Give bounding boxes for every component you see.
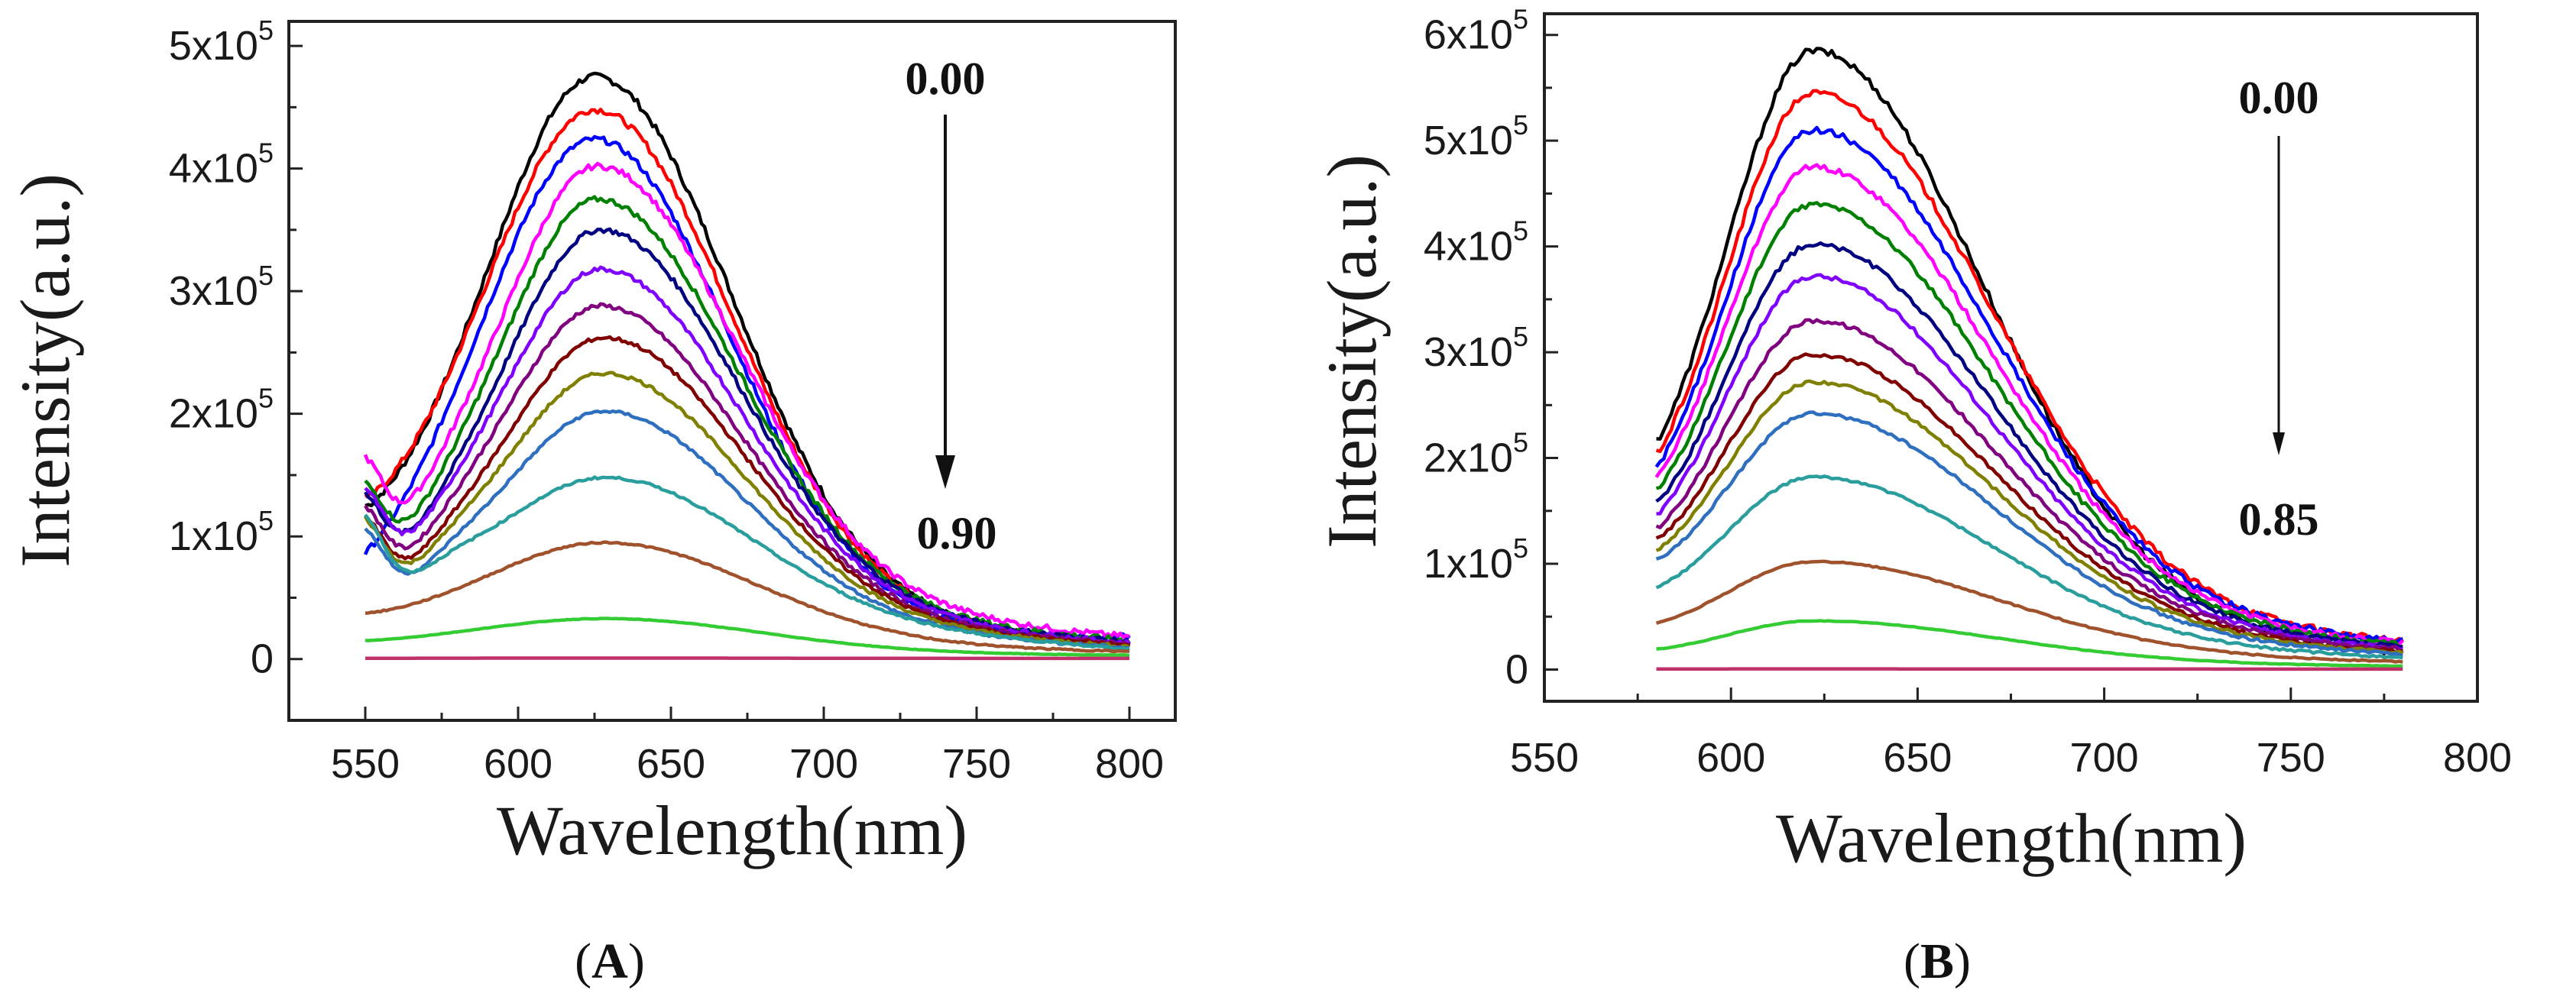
- series-line-b-8: [1655, 352, 2403, 655]
- series-group-a: [363, 71, 1131, 661]
- series-line-b-1: [1655, 89, 2404, 643]
- series-line-b-3: [1654, 163, 2404, 647]
- chart-panel-b: 550 600 650 700 750 800 0 1x105 2x105 3x105 4x105…: [1313, 4, 2512, 989]
- x-tick-label: 700: [2070, 735, 2139, 781]
- series-line-a-8: [364, 335, 1130, 648]
- y-tick-label: 3x105: [169, 260, 274, 314]
- y-tick-label: 0: [1505, 646, 1528, 692]
- x-tick-label: 650: [1883, 735, 1952, 781]
- y-tick-label: 4x105: [1424, 215, 1528, 270]
- trend-arrowhead-b: [2273, 432, 2285, 455]
- y-tick-label: 2x105: [169, 383, 274, 437]
- y-tick-label: 0: [251, 636, 274, 682]
- series-group-b: [1654, 47, 2404, 671]
- series-line-a-0: [365, 71, 1131, 648]
- panel-label-b: (B): [1904, 933, 1971, 989]
- x-tick-label: 650: [637, 741, 705, 787]
- series-line-a-11: [364, 475, 1130, 652]
- annotation-top-a: 0.00: [906, 53, 986, 104]
- y-tick-label: 3x105: [1424, 321, 1528, 375]
- series-line-a-4: [364, 195, 1130, 645]
- x-tick-label: 550: [1510, 735, 1579, 781]
- annotation-bottom-b: 0.85: [2239, 494, 2319, 545]
- y-ticks-b: 0 1x105 2x105 3x105 4x105 5x105 6x105: [1424, 4, 1558, 692]
- x-tick-label: 800: [1095, 741, 1164, 787]
- series-line-b-6: [1656, 273, 2403, 652]
- x-tick-label: 700: [789, 741, 858, 787]
- y-tick-label: 4x105: [169, 138, 274, 192]
- x-tick-label: 750: [942, 741, 1011, 787]
- y-ticks-a: 0 1x105 2x105 3x105 4x105 5x105: [169, 15, 303, 682]
- x-tick-label: 600: [484, 741, 552, 787]
- series-line-a-10: [364, 409, 1130, 650]
- x-ticks-b: 550 600 650 700 750 800: [1510, 688, 2512, 781]
- y-tick-label: 1x105: [1424, 532, 1528, 587]
- x-tick-label: 750: [2257, 735, 2325, 781]
- x-axis-label-b: Wavelength(nm): [1776, 799, 2247, 877]
- y-axis-label-a: Intensity(a.u.): [6, 173, 84, 568]
- y-tick-label: 5x105: [1424, 109, 1528, 163]
- plot-frame-b: [1543, 12, 2479, 703]
- series-line-a-12: [365, 540, 1129, 654]
- y-tick-label: 1x105: [169, 505, 274, 559]
- x-tick-label: 600: [1696, 735, 1765, 781]
- series-line-a-13: [365, 616, 1130, 658]
- series-line-b-12: [1655, 559, 2403, 664]
- panel-label-a: (A): [575, 933, 645, 989]
- annotation-bottom-a: 0.90: [917, 508, 997, 558]
- series-line-b-10: [1655, 410, 2403, 658]
- series-line-b-4: [1656, 201, 2403, 649]
- y-tick-label: 5x105: [169, 15, 274, 69]
- y-tick-label: 6x105: [1424, 4, 1528, 58]
- chart-panel-a: 550 600 650 700 750 800 0 1x105 2x105 3x105 4x105…: [6, 15, 1177, 989]
- x-tick-label: 800: [2443, 735, 2512, 781]
- series-line-b-11: [1655, 474, 2403, 660]
- series-line-a-7: [364, 302, 1131, 648]
- series-line-b-13: [1656, 619, 2403, 668]
- annotation-top-b: 0.00: [2239, 73, 2319, 123]
- x-axis-label-a: Wavelength(nm): [497, 791, 967, 869]
- series-line-b-5: [1655, 241, 2403, 649]
- plot-frame-a: [287, 20, 1177, 722]
- series-line-b-7: [1655, 318, 2403, 653]
- y-axis-label-b: Intensity(a.u.): [1313, 154, 1391, 548]
- x-tick-label: 550: [331, 741, 400, 787]
- x-ticks-a: 550 600 650 700 750 800: [331, 707, 1164, 787]
- series-line-a-3: [363, 161, 1130, 639]
- trend-arrowhead-a: [935, 455, 955, 489]
- y-tick-label: 2x105: [1424, 427, 1528, 481]
- series-line-b-2: [1654, 125, 2404, 645]
